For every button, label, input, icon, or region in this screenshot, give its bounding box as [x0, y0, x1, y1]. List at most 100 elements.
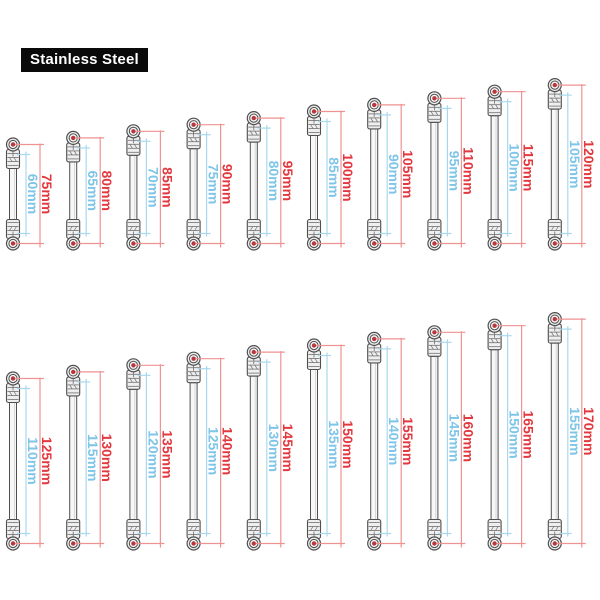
- rod-shaft: [189, 148, 198, 220]
- rod-bottom-ball-center: [10, 241, 16, 246]
- rod-top-body-knurl: [314, 358, 318, 363]
- rod-shaft: [550, 108, 559, 220]
- rod-bottom-body-knurl: [129, 226, 133, 231]
- overall-length-label: 115mm: [521, 144, 537, 191]
- rod-top-body-knurl: [314, 124, 318, 129]
- rod-bottom-ball-center: [251, 241, 256, 246]
- rod-shaft: [9, 402, 17, 520]
- rod-shaft: [189, 382, 198, 521]
- overall-length-label: 80mm: [99, 170, 115, 210]
- rod-top-body-knurl: [374, 351, 378, 357]
- rod-top-ball-center: [492, 323, 497, 328]
- rod-bottom-body-knurl: [73, 226, 77, 231]
- shaft-length-label: 75mm: [206, 164, 222, 204]
- shaft-length-label: 110mm: [25, 437, 41, 484]
- overall-length-label: 145mm: [280, 424, 296, 472]
- rod-top-ball-center: [131, 129, 136, 134]
- shaft-length-label: 115mm: [85, 434, 101, 481]
- rod-top-ball-center: [552, 82, 557, 88]
- rod-top-body-knurl: [490, 338, 494, 343]
- rod-top-body-knurl: [430, 111, 434, 116]
- overall-length-label: 95mm: [280, 161, 296, 201]
- rod-shaft: [69, 395, 78, 520]
- rod-shaft: [249, 375, 258, 520]
- rod-top-body-knurl: [129, 378, 133, 383]
- rod-top-body-knurl: [69, 150, 73, 156]
- rod-shaft: [430, 355, 439, 520]
- rod-bottom-ball-center: [432, 241, 437, 246]
- rod-bottom-body-knurl: [310, 526, 314, 531]
- rod-top-body-knurl: [490, 104, 494, 109]
- rod-top-ball-center: [552, 316, 557, 322]
- rod-top-ball-center: [10, 376, 16, 381]
- rod-top-ball-center: [432, 96, 437, 101]
- rod-shaft: [129, 388, 138, 520]
- rod-bottom-body-knurl: [69, 226, 73, 231]
- overall-length-label: 135mm: [159, 430, 175, 478]
- overall-length-label: 100mm: [340, 153, 356, 201]
- rod-shaft: [550, 342, 559, 520]
- rod-top-body-knurl: [555, 331, 559, 337]
- rod-bottom-body-knurl: [555, 526, 559, 531]
- shaft-length-label: 90mm: [386, 154, 402, 194]
- rod-bottom-body-knurl: [314, 526, 318, 531]
- rod-shaft: [370, 362, 379, 520]
- rod-top-body-knurl: [435, 111, 439, 116]
- rod-top-ball-center: [71, 135, 76, 141]
- rod-shaft: [310, 369, 318, 520]
- rod-bottom-body-knurl: [435, 226, 439, 231]
- overall-length-label: 85mm: [159, 167, 175, 207]
- rod-bottom-ball-center: [492, 241, 497, 246]
- rod-top-body-knurl: [134, 378, 138, 383]
- rod-top-ball-center: [492, 89, 497, 94]
- rod-top-body-knurl: [495, 104, 499, 109]
- rod-bottom-body-knurl: [73, 526, 77, 531]
- rod-bottom-body-knurl: [555, 226, 559, 231]
- rod-bottom-body-knurl: [490, 526, 494, 531]
- rod-bottom-body-knurl: [374, 226, 378, 231]
- rod-top-body-knurl: [430, 345, 434, 350]
- shaft-length-label: 155mm: [567, 407, 583, 455]
- rod-top-body-knurl: [134, 144, 138, 149]
- rod-bottom-ball-center: [191, 241, 196, 246]
- shaft-length-label: 70mm: [145, 167, 161, 207]
- shaft-length-label: 85mm: [326, 157, 342, 197]
- rod-top-body-knurl: [250, 130, 254, 136]
- rod-top-ball-center: [191, 356, 196, 361]
- material-badge: Stainless Steel: [21, 48, 148, 72]
- rod-shaft: [9, 168, 17, 220]
- rod-top-body-knurl: [13, 157, 17, 162]
- overall-length-label: 165mm: [521, 410, 537, 458]
- rod-top-body-knurl: [250, 364, 254, 370]
- rod-shaft: [490, 115, 499, 220]
- rod-bottom-ball-center: [432, 541, 437, 546]
- rod-bottom-ball-center: [131, 541, 136, 546]
- rod-top-body-knurl: [310, 124, 314, 129]
- shaft-length-label: 150mm: [507, 410, 523, 458]
- rod-top-ball-center: [372, 336, 377, 342]
- rod-bottom-ball-center: [552, 541, 557, 546]
- rod-top-body-knurl: [189, 371, 193, 376]
- rod-shaft: [430, 121, 439, 220]
- overall-length-label: 170mm: [581, 407, 597, 455]
- rod-bottom-body-knurl: [430, 226, 434, 231]
- rod-top-ball-center: [191, 122, 196, 127]
- material-badge-label: Stainless Steel: [30, 51, 139, 68]
- shaft-length-label: 60mm: [25, 174, 41, 214]
- rod-top-body-knurl: [370, 351, 374, 357]
- rod-bottom-ball-center: [372, 541, 377, 546]
- rod-top-body-knurl: [13, 391, 17, 396]
- rod-top-body-knurl: [374, 117, 378, 123]
